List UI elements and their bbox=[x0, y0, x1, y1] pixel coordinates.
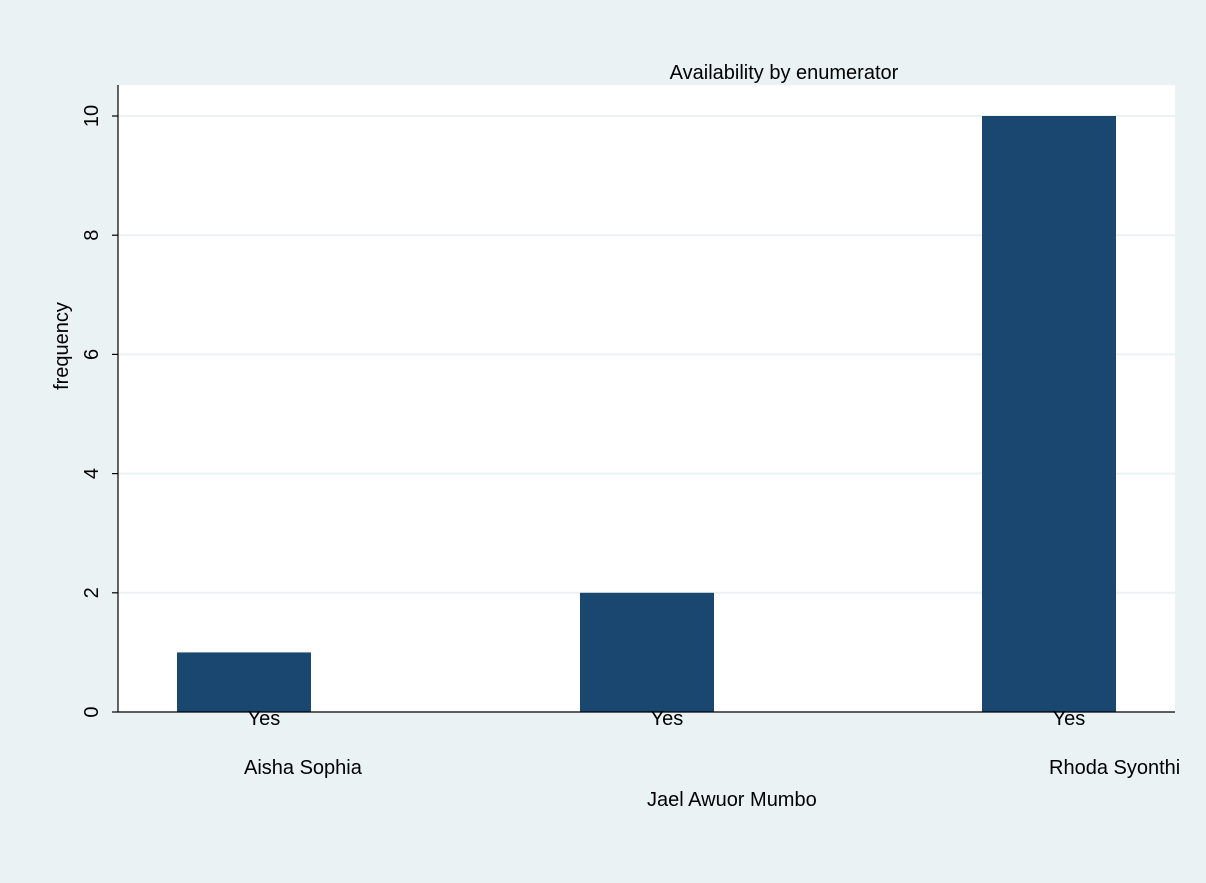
y-tick-label: 6 bbox=[81, 349, 103, 360]
y-tick-label: 8 bbox=[81, 230, 103, 241]
x-category-label: Yes bbox=[651, 708, 684, 730]
bar bbox=[982, 116, 1116, 712]
chart-title: Availability by enumerator bbox=[670, 62, 899, 84]
bars bbox=[177, 116, 1116, 712]
y-tick-label: 10 bbox=[81, 105, 103, 127]
enumerator-label: Rhoda Syonthi bbox=[1049, 757, 1180, 779]
axes bbox=[117, 85, 1175, 713]
enumerator-label: Aisha Sophia bbox=[244, 757, 363, 779]
bar bbox=[177, 652, 311, 712]
enumerator-label: Jael Awuor Mumbo bbox=[647, 789, 817, 811]
x-category-label: Yes bbox=[248, 708, 281, 730]
x-category-label: Yes bbox=[1053, 708, 1086, 730]
y-ticks: 0 2 4 6 8 10 bbox=[81, 105, 118, 718]
bar bbox=[580, 592, 714, 712]
y-tick-label: 4 bbox=[81, 468, 103, 479]
y-tick-label: 0 bbox=[81, 706, 103, 717]
y-axis-label: frequency bbox=[51, 302, 73, 390]
category-labels: Yes Aisha Sophia Yes Jael Awuor Mumbo Yes Rho… bbox=[244, 708, 1180, 811]
y-tick-label: 2 bbox=[81, 587, 103, 598]
